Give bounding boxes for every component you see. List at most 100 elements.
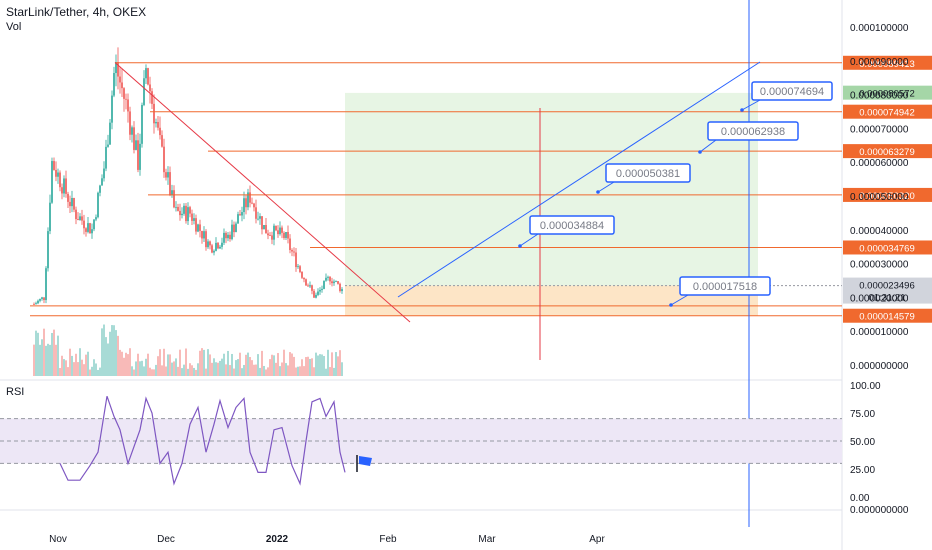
price-level-tag: 0.000014579 [843, 308, 932, 323]
y-tick-label: 0.000030000 [850, 260, 909, 271]
volume-bar [127, 354, 129, 376]
price-level-tag: 0.000089413 [843, 55, 932, 70]
volume-bar [181, 368, 183, 376]
x-tick-label: Apr [589, 534, 605, 545]
volume-bar [323, 355, 325, 376]
candle-body [287, 231, 289, 239]
candle-body [125, 98, 127, 100]
candle-body [195, 218, 197, 232]
volume-bar [63, 359, 65, 376]
candle-body [285, 231, 287, 238]
volume-bar [101, 328, 103, 376]
candle-body [245, 198, 247, 208]
volume-bar [313, 367, 315, 376]
price-level-tag: 0.000074942 [843, 104, 932, 119]
volume-bar [179, 349, 181, 376]
volume-bar [327, 349, 329, 376]
candle-body [69, 201, 71, 207]
price-level-label: 0.000014579 [859, 312, 914, 323]
volume-bar [185, 348, 187, 376]
price-level-tag-bg [843, 104, 932, 119]
countdown-label: 01:31:21 [869, 293, 906, 304]
volume-bar [259, 367, 261, 376]
candle-body [263, 224, 265, 230]
volume-bar [291, 353, 293, 376]
candle-body [253, 203, 255, 208]
rsi-label: RSI [6, 386, 25, 398]
volume-bar [39, 344, 41, 376]
flag-icon [359, 456, 372, 466]
volume-bar [75, 353, 77, 376]
callout-anchor [596, 190, 600, 194]
price-level-tag-bg [843, 240, 932, 255]
volume-bar [329, 367, 331, 376]
candle-body [111, 95, 113, 123]
candle-body [267, 233, 269, 236]
candle-body [217, 242, 219, 249]
descending-trendline [114, 62, 411, 323]
candle-body [65, 178, 67, 194]
time-axis: Nov Dec 2022 Feb Mar Apr [49, 534, 605, 545]
volume-bar [271, 354, 273, 376]
candle-body [191, 213, 193, 221]
volume-bar [341, 362, 343, 376]
price-level-tag-bg [843, 187, 932, 202]
volume-bar [125, 352, 127, 376]
candle-body [87, 223, 89, 232]
candle-body [145, 68, 147, 79]
candle-body [175, 206, 177, 208]
volume-bar [121, 351, 123, 376]
callout-pointer [670, 294, 689, 306]
rsi-tick-label: 75.00 [850, 409, 875, 420]
x-tick-label: Dec [157, 534, 175, 545]
candle-body [85, 228, 87, 232]
candle-body [121, 82, 123, 89]
volume-bar [175, 358, 177, 376]
volume-bar [61, 355, 63, 376]
candle-body [249, 192, 251, 203]
volume-bar [55, 344, 57, 376]
volume-bar [89, 369, 91, 376]
volume-bar [143, 366, 145, 376]
candle-body [335, 281, 337, 282]
candle-body [339, 283, 341, 292]
volume-bar [311, 358, 313, 376]
volume-bar [43, 328, 45, 376]
candle-body [81, 216, 83, 221]
candle-body [167, 172, 169, 178]
volume-bar [51, 332, 53, 376]
volume-bar [139, 361, 141, 376]
candle-body [109, 122, 111, 145]
candle-body [295, 252, 297, 268]
candle-body [329, 276, 331, 282]
rsi-line [59, 396, 346, 486]
price-level-label: 0.000034769 [859, 243, 914, 254]
volume-bar [227, 350, 229, 376]
volume-bar [77, 362, 79, 376]
volume-bar [249, 357, 251, 376]
volume-bar [81, 359, 83, 376]
callout-pointer [699, 139, 717, 153]
candle-body [61, 187, 63, 194]
candle-body [53, 161, 55, 170]
candle-body [153, 103, 155, 124]
candle-body [317, 291, 319, 295]
y-tick-label: 0.000040000 [850, 226, 909, 237]
volume-bar [237, 359, 239, 376]
volume-bar [153, 369, 155, 376]
target-callout: 0.000050381 [596, 163, 691, 194]
candles-layer [33, 47, 343, 305]
candle-body [123, 88, 125, 99]
volume-bar [141, 360, 143, 376]
candle-body [297, 266, 299, 268]
volume-bar [225, 364, 227, 376]
volume-bar [159, 349, 161, 376]
volume-bar [279, 366, 281, 376]
target-callout: 0.000074694 [740, 81, 833, 112]
volume-bar [119, 349, 121, 376]
volume-label: Vol [6, 21, 22, 33]
volume-bar [189, 363, 191, 376]
rsi-pane [0, 396, 842, 486]
candle-body [129, 111, 131, 135]
